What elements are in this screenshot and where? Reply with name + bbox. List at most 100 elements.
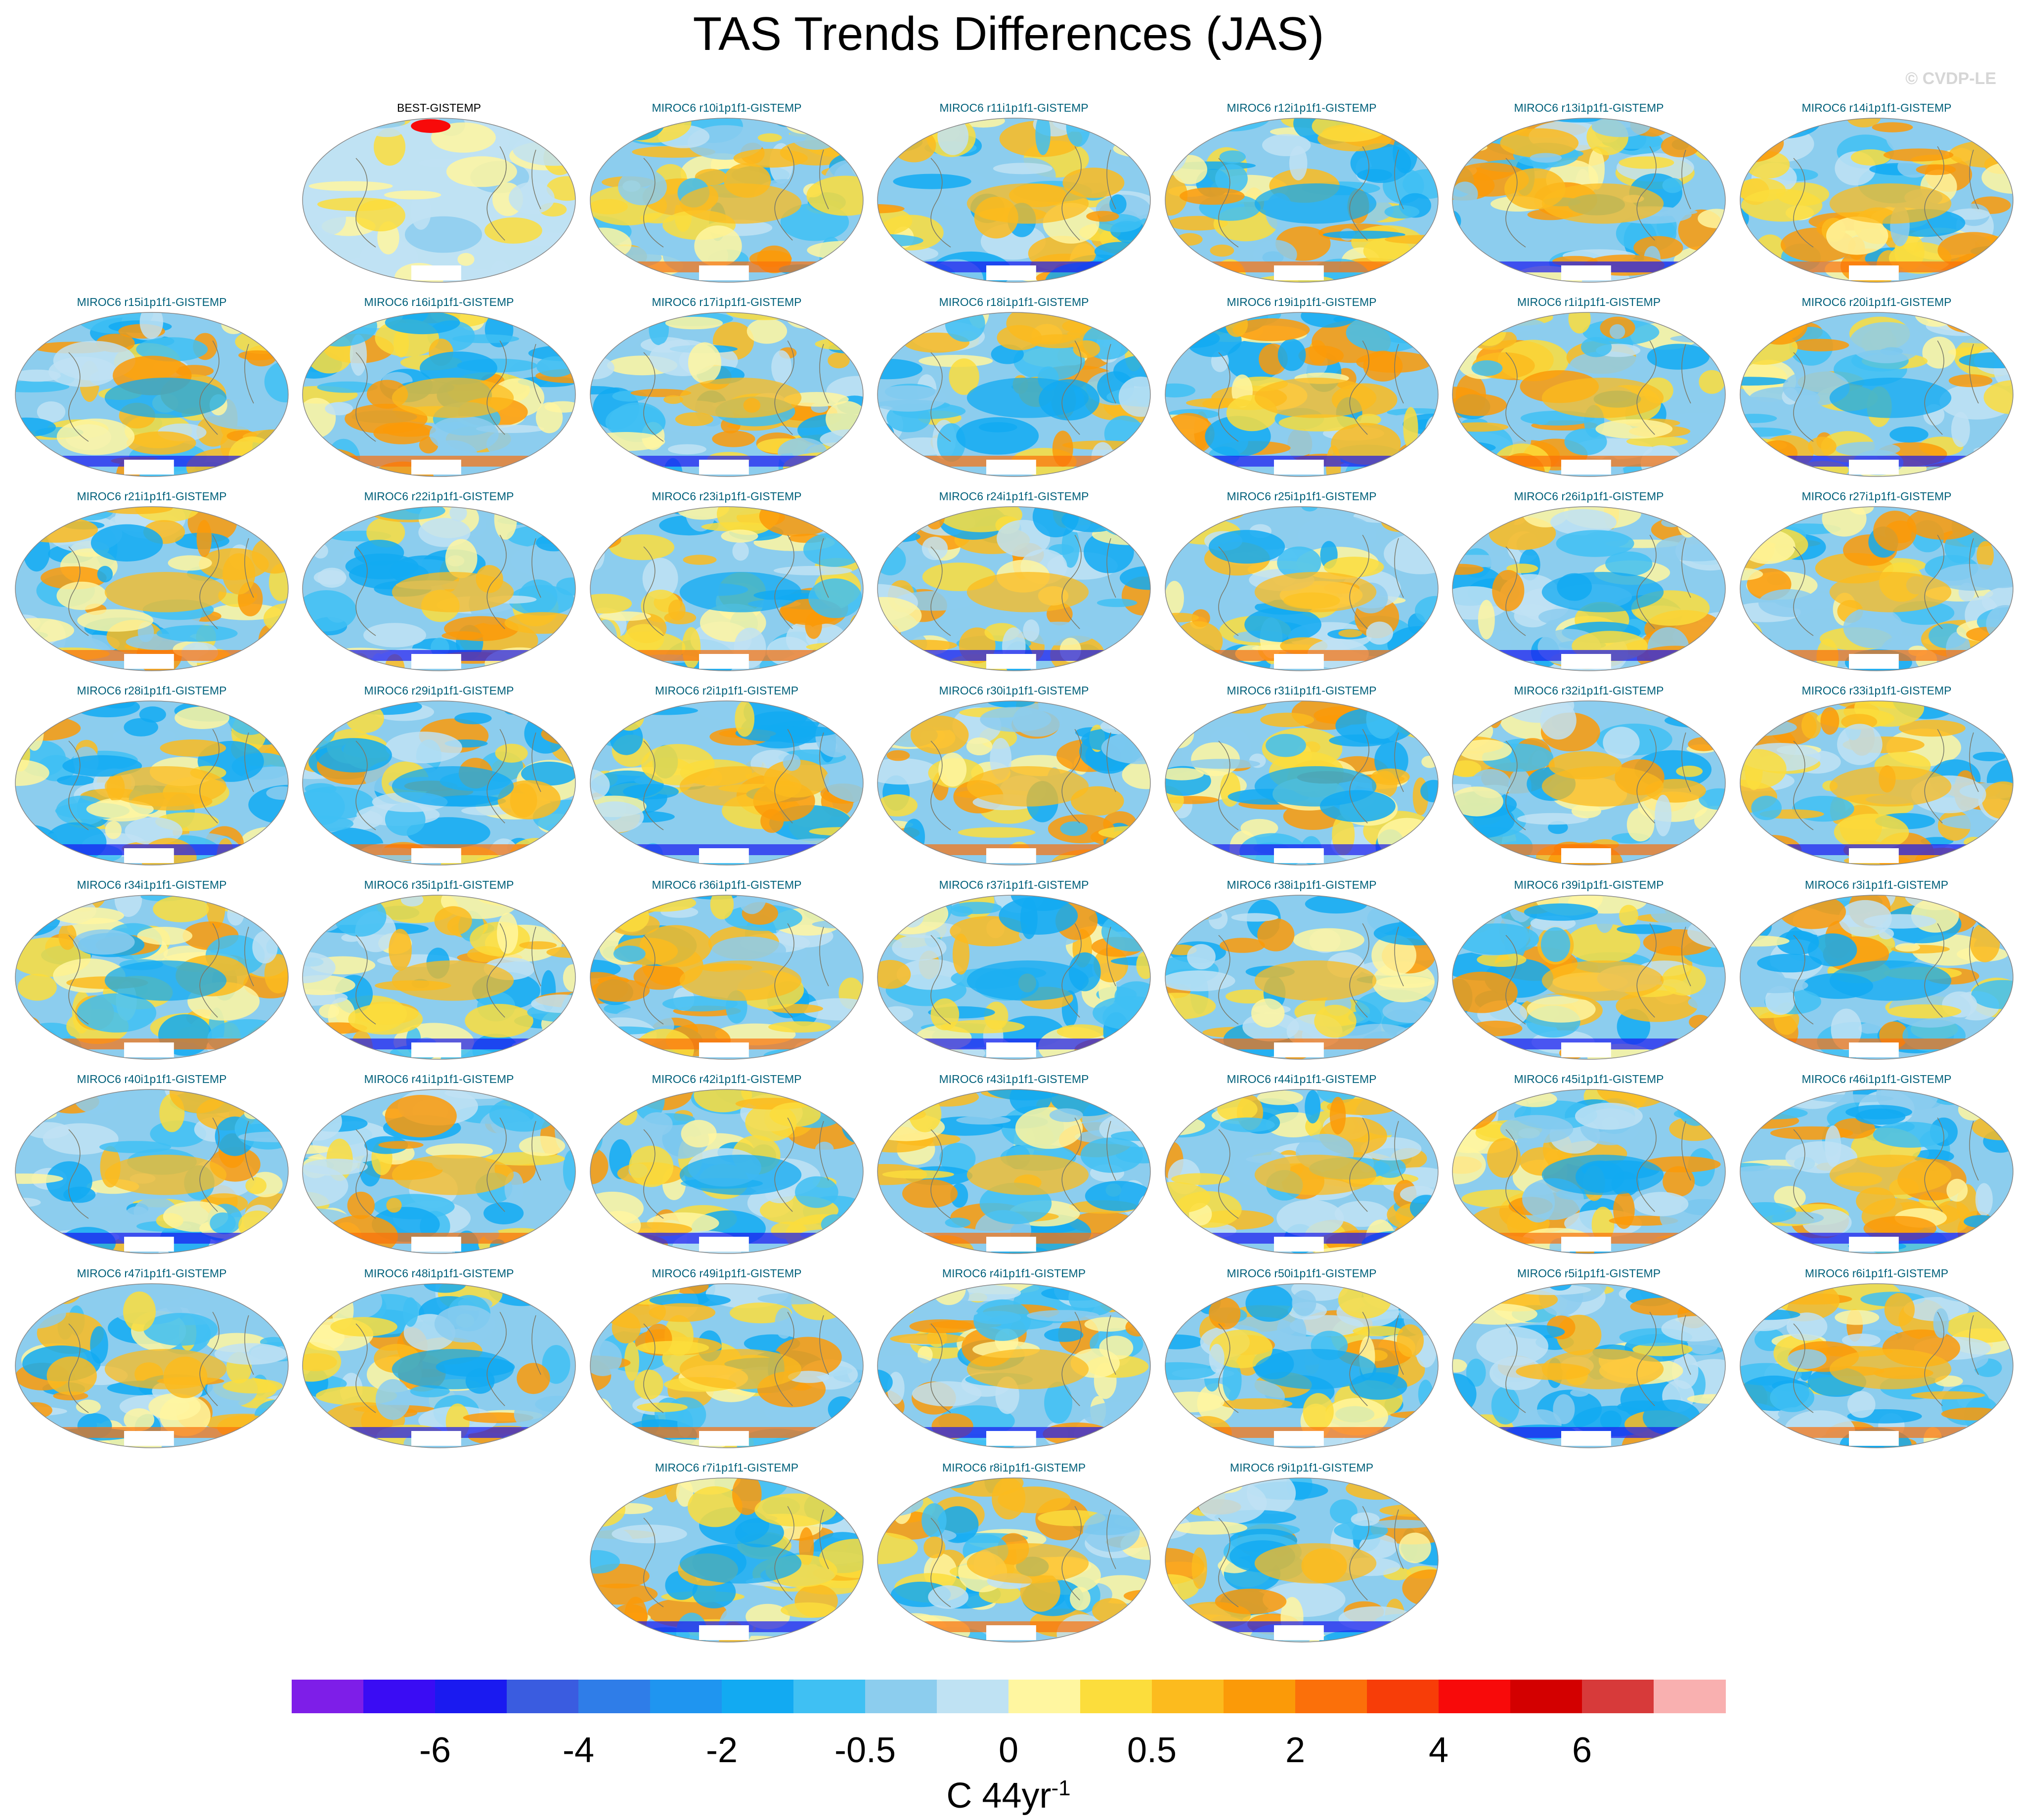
globe-map	[1165, 895, 1439, 1060]
colorbar-cell	[1295, 1680, 1367, 1713]
map-panel: MIROC6 r34i1p1f1-GISTEMP	[8, 878, 296, 1072]
map-panel: MIROC6 r27i1p1f1-GISTEMP	[1733, 490, 2017, 684]
map-panel: MIROC6 r28i1p1f1-GISTEMP	[8, 684, 296, 878]
map-panel: MIROC6 r3i1p1f1-GISTEMP	[1733, 878, 2017, 1072]
map-panel: MIROC6 r31i1p1f1-GISTEMP	[1158, 684, 1446, 878]
map-panel: MIROC6 r32i1p1f1-GISTEMP	[1445, 684, 1733, 878]
map-panel: MIROC6 r38i1p1f1-GISTEMP	[1158, 878, 1446, 1072]
panel-title: MIROC6 r24i1p1f1-GISTEMP	[939, 490, 1089, 503]
colorbar-cell	[1367, 1680, 1439, 1713]
panel-title: MIROC6 r42i1p1f1-GISTEMP	[652, 1073, 802, 1085]
map-panel: MIROC6 r17i1p1f1-GISTEMP	[583, 296, 871, 489]
globe-map	[15, 700, 289, 866]
panel-title: MIROC6 r34i1p1f1-GISTEMP	[77, 878, 227, 891]
map-panel: MIROC6 r30i1p1f1-GISTEMP	[870, 684, 1158, 878]
panel-title: MIROC6 r9i1p1f1-GISTEMP	[1229, 1461, 1374, 1474]
globe-map	[15, 1089, 289, 1254]
colorbar	[292, 1680, 1726, 1713]
globe-map	[15, 312, 289, 477]
map-panel: MIROC6 r26i1p1f1-GISTEMP	[1445, 490, 1733, 684]
colorbar-cell	[578, 1680, 651, 1713]
globe-map	[877, 700, 1151, 866]
map-panel: MIROC6 r23i1p1f1-GISTEMP	[583, 490, 871, 684]
panel-title: MIROC6 r33i1p1f1-GISTEMP	[1801, 684, 1952, 697]
panel-title: MIROC6 r16i1p1f1-GISTEMP	[364, 296, 514, 308]
panel-title: MIROC6 r3i1p1f1-GISTEMP	[1804, 878, 1949, 891]
map-panel: MIROC6 r15i1p1f1-GISTEMP	[8, 296, 296, 489]
panel-title: MIROC6 r14i1p1f1-GISTEMP	[1801, 101, 1952, 114]
globe-map	[590, 118, 864, 283]
globe-map	[1452, 118, 1726, 283]
panel-title: MIROC6 r25i1p1f1-GISTEMP	[1227, 490, 1377, 503]
globe-map	[1740, 1089, 2014, 1254]
panel-title: MIROC6 r46i1p1f1-GISTEMP	[1801, 1073, 1952, 1085]
panel-title: MIROC6 r12i1p1f1-GISTEMP	[1227, 101, 1377, 114]
globe-map	[877, 1283, 1151, 1448]
globe-map	[590, 700, 864, 866]
globe-map	[302, 700, 576, 866]
map-panel: MIROC6 r21i1p1f1-GISTEMP	[8, 490, 296, 684]
map-panel: MIROC6 r12i1p1f1-GISTEMP	[1158, 101, 1446, 295]
panel-title: MIROC6 r10i1p1f1-GISTEMP	[652, 101, 802, 114]
globe-map	[877, 118, 1151, 283]
panel-title: MIROC6 r48i1p1f1-GISTEMP	[364, 1267, 514, 1280]
panel-title: MIROC6 r29i1p1f1-GISTEMP	[364, 684, 514, 697]
panel-title: MIROC6 r26i1p1f1-GISTEMP	[1514, 490, 1664, 503]
panel-title: MIROC6 r8i1p1f1-GISTEMP	[942, 1461, 1086, 1474]
panel-title: MIROC6 r1i1p1f1-GISTEMP	[1517, 296, 1661, 308]
map-panel: MIROC6 r22i1p1f1-GISTEMP	[295, 490, 583, 684]
globe-map	[1740, 312, 2014, 477]
panel-title: MIROC6 r2i1p1f1-GISTEMP	[655, 684, 799, 697]
map-panel: MIROC6 r9i1p1f1-GISTEMP	[1158, 1461, 1446, 1655]
panel-title: MIROC6 r11i1p1f1-GISTEMP	[939, 101, 1089, 114]
globe-map	[590, 506, 864, 671]
globe-map	[877, 506, 1151, 671]
globe-map	[877, 312, 1151, 477]
panel-title: MIROC6 r28i1p1f1-GISTEMP	[77, 684, 227, 697]
panel-title: MIROC6 r49i1p1f1-GISTEMP	[652, 1267, 802, 1280]
globe-map	[1165, 312, 1439, 477]
map-panel: MIROC6 r33i1p1f1-GISTEMP	[1733, 684, 2017, 878]
colorbar-cell	[1582, 1680, 1654, 1713]
globe-map	[302, 1089, 576, 1254]
globe-map	[877, 1477, 1151, 1643]
map-panel: MIROC6 r45i1p1f1-GISTEMP	[1445, 1073, 1733, 1266]
globe-map	[1740, 700, 2014, 866]
colorbar-cell	[292, 1680, 364, 1713]
globe-map	[302, 118, 576, 283]
panel-title: MIROC6 r45i1p1f1-GISTEMP	[1514, 1073, 1664, 1085]
panel-title: MIROC6 r21i1p1f1-GISTEMP	[77, 490, 227, 503]
globe-map	[15, 895, 289, 1060]
map-panel: MIROC6 r5i1p1f1-GISTEMP	[1445, 1267, 1733, 1461]
globe-map	[302, 895, 576, 1060]
globe-map	[590, 1477, 864, 1643]
map-panel: MIROC6 r4i1p1f1-GISTEMP	[870, 1267, 1158, 1461]
panel-title: MIROC6 r23i1p1f1-GISTEMP	[652, 490, 802, 503]
panel-title: MIROC6 r35i1p1f1-GISTEMP	[364, 878, 514, 891]
colorbar-cell	[722, 1680, 794, 1713]
globe-map	[1165, 700, 1439, 866]
map-panel: MIROC6 r8i1p1f1-GISTEMP	[870, 1461, 1158, 1655]
map-panel: MIROC6 r50i1p1f1-GISTEMP	[1158, 1267, 1446, 1461]
colorbar-tick-label: -6	[419, 1731, 451, 1770]
map-panel: MIROC6 r41i1p1f1-GISTEMP	[295, 1073, 583, 1266]
map-panel: BEST-GISTEMP	[295, 101, 583, 295]
map-panel: MIROC6 r42i1p1f1-GISTEMP	[583, 1073, 871, 1266]
globe-map	[1165, 1283, 1439, 1448]
colorbar-cell	[1224, 1680, 1296, 1713]
globe-map	[1740, 1283, 2014, 1448]
map-panel: MIROC6 r39i1p1f1-GISTEMP	[1445, 878, 1733, 1072]
colorbar-cell	[1152, 1680, 1224, 1713]
colorbar-tick-label: 0	[998, 1731, 1019, 1770]
colorbar-cell	[1439, 1680, 1511, 1713]
units-base: C 44yr	[946, 1776, 1052, 1816]
globe-map	[15, 1283, 289, 1448]
panel-title: MIROC6 r17i1p1f1-GISTEMP	[652, 296, 802, 308]
map-panel: MIROC6 r46i1p1f1-GISTEMP	[1733, 1073, 2017, 1266]
map-panel: MIROC6 r10i1p1f1-GISTEMP	[583, 101, 871, 295]
map-panel: MIROC6 r43i1p1f1-GISTEMP	[870, 1073, 1158, 1266]
colorbar-tick-label: -0.5	[834, 1731, 896, 1770]
map-panel: MIROC6 r11i1p1f1-GISTEMP	[870, 101, 1158, 295]
panel-title: MIROC6 r39i1p1f1-GISTEMP	[1514, 878, 1664, 891]
map-panel: MIROC6 r24i1p1f1-GISTEMP	[870, 490, 1158, 684]
